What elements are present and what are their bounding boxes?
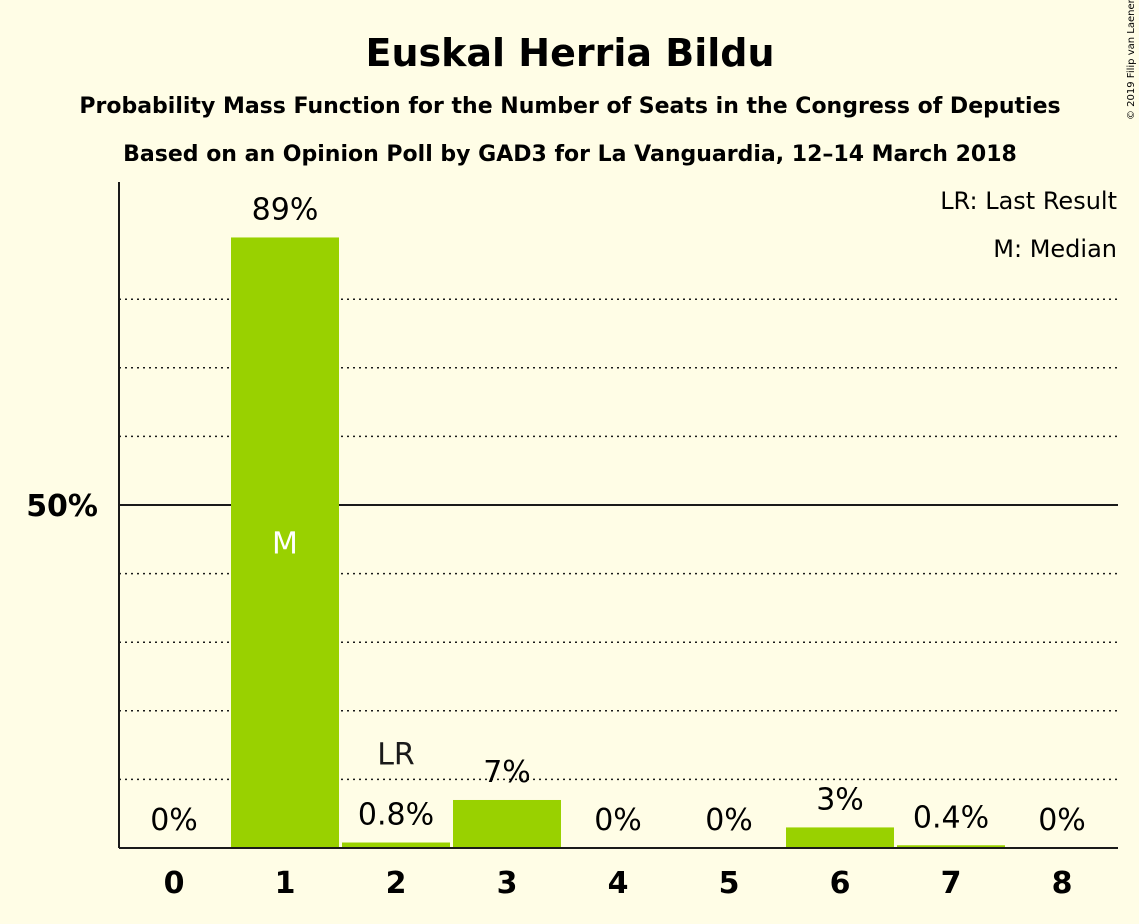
value-label: 0% [150,803,198,838]
marker-lr: LR [377,738,415,773]
value-label: 7% [483,755,531,790]
value-label: 0.4% [913,800,989,835]
value-label: 0% [594,803,642,838]
legend-item: LR: Last Result [940,187,1117,215]
value-label: 0% [705,803,753,838]
copyright-notice: © 2019 Filip van Laenen [1126,0,1137,120]
bar-3 [453,799,561,848]
chart-subtitle: Probability Mass Function for the Number… [79,94,1060,119]
value-label: 0% [1038,803,1086,838]
legend-item: M: Median [993,235,1117,263]
x-tick-label: 5 [719,866,740,901]
marker-m: M [272,527,298,562]
x-tick-label: 6 [830,866,851,901]
bar-7 [897,845,1005,848]
value-label: 0.8% [358,798,434,833]
value-label: 3% [816,782,864,817]
gridlines: 50% [26,298,1118,781]
bar-6 [786,827,894,848]
bar-2 [342,842,450,848]
x-tick-label: 2 [386,866,407,901]
chart-subtitle-2: Based on an Opinion Poll by GAD3 for La … [123,142,1017,167]
x-tick-label: 3 [497,866,518,901]
legend: LR: Last Result M: Median [940,187,1117,263]
y-tick-label: 50% [26,489,98,524]
x-tick-label: 1 [275,866,296,901]
bars [231,237,1005,848]
x-tick-label: 8 [1052,866,1073,901]
value-label: 89% [252,192,319,227]
bar-1 [231,237,339,848]
data-labels: 0 0% 1 89% 2 0.8% 3 7% 4 0% 5 0% 6 3% 7 0.4% 8 0% M LR [150,192,1086,901]
chart-title: Euskal Herria Bildu [365,31,774,75]
x-tick-label: 4 [608,866,629,901]
x-tick-label: 7 [941,866,962,901]
x-tick-label: 0 [164,866,185,901]
